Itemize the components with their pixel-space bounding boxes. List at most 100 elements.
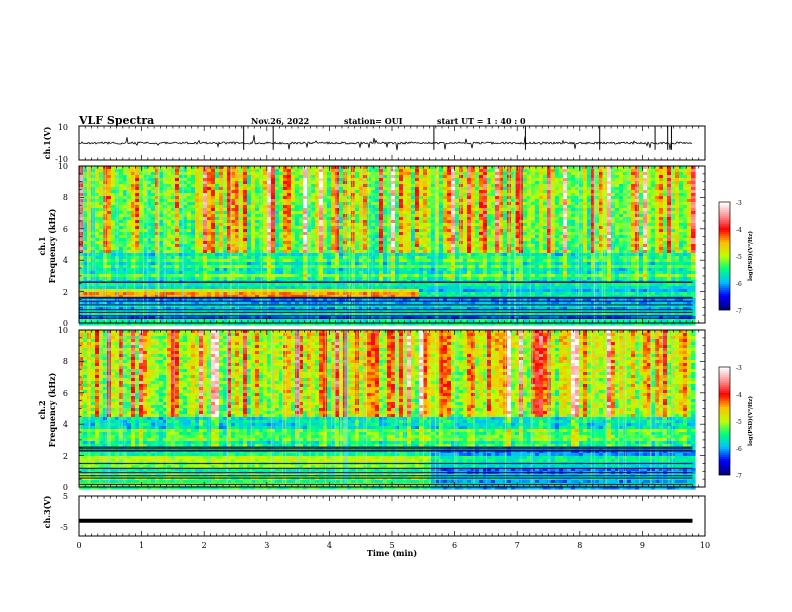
spectrogram-cell (603, 223, 608, 227)
spectrogram-cell (447, 217, 452, 221)
spectrogram-cell (587, 211, 592, 215)
spectrogram-cell (147, 238, 152, 242)
spectrogram-cell (139, 262, 144, 266)
spectrogram-cell (683, 232, 688, 236)
spectrogram-cell (375, 175, 380, 179)
spectrogram-cell (251, 190, 256, 194)
spectrogram-cell (267, 226, 272, 230)
spectrogram-cell (467, 166, 472, 170)
spectrogram-cell (263, 235, 268, 239)
spectrogram-cell (263, 202, 268, 206)
spectrogram-cell (291, 220, 296, 224)
spectrogram-cell (111, 214, 116, 218)
spectrogram-cell (331, 184, 336, 188)
spectrogram-cell (627, 172, 632, 176)
spectrogram-cell (407, 175, 412, 179)
spectrogram-cell (255, 205, 260, 209)
spectrogram-cell (655, 217, 660, 221)
spectrogram-cell (595, 208, 600, 212)
spectrogram-cell (567, 199, 572, 203)
spectrogram-cell (351, 235, 356, 239)
spectrogram-cell (119, 172, 124, 176)
spectrogram-cell (83, 256, 88, 260)
spectrogram-cell (543, 217, 548, 221)
spectrogram-cell (631, 205, 636, 209)
spectrogram-cell (679, 202, 684, 206)
spectrogram-cell (659, 247, 664, 251)
spectrogram-cell (307, 169, 312, 173)
spectrogram-cell (279, 172, 284, 176)
spectrogram-cell (335, 205, 340, 209)
spectrogram-cell (531, 208, 536, 212)
spectrogram-cell (607, 232, 612, 236)
spectrogram-cell (511, 199, 516, 203)
spectrogram-cell (383, 172, 388, 176)
spectrogram-cell (407, 181, 412, 185)
spectrogram-cell (275, 238, 280, 242)
spectrogram-cell (547, 226, 552, 230)
spectrogram-cell (639, 178, 644, 182)
spectrogram-cell (335, 214, 340, 218)
spectrogram-cell (527, 172, 532, 176)
spectrogram-cell (231, 205, 236, 209)
spectrogram-cell (451, 205, 456, 209)
spectrogram-cell (503, 193, 508, 197)
spectrogram-cell (527, 253, 532, 257)
spectrogram-cell (687, 214, 692, 218)
spectrogram-cell (407, 244, 412, 248)
spectrogram-cell (415, 247, 420, 251)
spectrogram-cell (391, 259, 396, 263)
spectrogram-cell (587, 193, 592, 197)
spectrogram-cell (395, 238, 400, 242)
spectrogram-cell (83, 226, 88, 230)
spectrogram-cell (263, 226, 268, 230)
spectrogram-cell (643, 172, 648, 176)
spectrogram-cell (211, 241, 216, 245)
spectrogram-cell (235, 193, 240, 197)
spectrogram-cell (491, 202, 496, 206)
spectrogram-cell (395, 181, 400, 185)
spectrogram-cell (447, 259, 452, 263)
spectrogram-cell (543, 223, 548, 227)
spectrogram-cell (519, 241, 524, 245)
spectrogram-cell (547, 259, 552, 263)
spectrogram-cell (207, 169, 212, 173)
spectrogram-cell (247, 187, 252, 191)
spectrogram-cell (423, 172, 428, 176)
spectrogram-cell (575, 172, 580, 176)
spectrogram-cell (327, 253, 332, 257)
spectrogram-cell (171, 238, 176, 242)
spectrogram-cell (315, 250, 320, 254)
spectrogram-cell (411, 169, 416, 173)
spectrogram-cell (531, 247, 536, 251)
spectrogram-cell (183, 220, 188, 224)
spectrogram-cell (511, 205, 516, 209)
spectrogram-cell (483, 199, 488, 203)
spectrogram-cell (683, 214, 688, 218)
spectrogram-cell (439, 166, 444, 170)
spectrogram-cell (183, 217, 188, 221)
spectrogram-cell (647, 235, 652, 239)
spectrogram-cell (159, 169, 164, 173)
spectrogram-cell (383, 211, 388, 215)
spectrogram-cell (691, 175, 696, 179)
spectrogram-cell (671, 178, 676, 182)
spectrogram-cell (339, 244, 344, 248)
spectrogram-cell (131, 232, 136, 236)
spectrogram-cell (627, 241, 632, 245)
spectrogram-cell (151, 238, 156, 242)
spectrogram-cell (367, 214, 372, 218)
spectrogram-cell (295, 169, 300, 173)
spectrogram-cell (523, 199, 528, 203)
spectrogram-cell (671, 217, 676, 221)
spectrogram-cell (131, 169, 136, 173)
spectrogram-cell (83, 241, 88, 245)
spectrogram-cell (223, 241, 228, 245)
spectrogram-cell (599, 223, 604, 227)
spectrogram-cell (531, 244, 536, 248)
spectrogram-cell (551, 202, 556, 206)
spectrogram-cell (99, 193, 104, 197)
spectrogram-cell (587, 190, 592, 194)
spectrogram-cell (403, 214, 408, 218)
spectrogram-cell (659, 202, 664, 206)
